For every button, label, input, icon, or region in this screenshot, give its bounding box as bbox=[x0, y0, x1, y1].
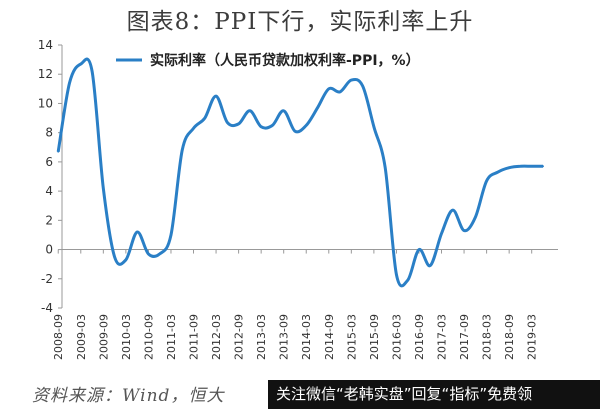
data-point bbox=[102, 187, 105, 190]
y-tick-label: 10 bbox=[38, 96, 53, 110]
data-point bbox=[384, 166, 387, 169]
x-tick-label: 2017-09 bbox=[458, 314, 471, 360]
data-point bbox=[124, 258, 127, 261]
data-point bbox=[530, 165, 533, 168]
x-tick-label: 2013-09 bbox=[278, 314, 291, 360]
x-tick-label: 2016-09 bbox=[413, 314, 426, 360]
data-point bbox=[192, 127, 195, 130]
y-tick-label: 4 bbox=[45, 184, 53, 198]
data-point bbox=[169, 233, 172, 236]
data-point bbox=[519, 165, 522, 168]
x-tick-label: 2010-09 bbox=[142, 314, 155, 360]
data-point bbox=[316, 106, 319, 109]
data-point bbox=[361, 84, 364, 87]
x-tick-label: 2018-09 bbox=[503, 314, 516, 360]
data-point bbox=[508, 166, 511, 169]
data-point bbox=[136, 231, 139, 234]
data-point bbox=[372, 125, 375, 128]
data-point bbox=[406, 279, 409, 282]
data-point bbox=[395, 273, 398, 276]
x-tick-label: 2011-03 bbox=[165, 314, 178, 360]
data-point bbox=[57, 150, 60, 153]
data-point bbox=[327, 87, 330, 90]
source-note: 资料来源：Wind，恒大 bbox=[32, 386, 225, 406]
data-point bbox=[237, 122, 240, 125]
x-tick-label: 2012-03 bbox=[210, 314, 223, 360]
data-point bbox=[91, 70, 94, 73]
watermark-banner: 关注微信“老韩实盘”回复“指标”免费领 bbox=[268, 380, 600, 409]
data-point bbox=[350, 79, 353, 82]
x-tick-label: 2015-03 bbox=[345, 314, 358, 360]
data-point bbox=[339, 90, 342, 93]
x-tick-label: 2017-03 bbox=[436, 314, 449, 360]
y-tick-label: 6 bbox=[45, 155, 53, 169]
chart-title: 图表8：PPI下行，实际利率上升 bbox=[126, 9, 474, 35]
x-tick-label: 2016-03 bbox=[390, 314, 403, 360]
data-point bbox=[215, 95, 218, 98]
series-layer bbox=[56, 57, 544, 288]
x-tick-label: 2009-03 bbox=[75, 314, 88, 360]
x-tick-label: 2014-03 bbox=[300, 314, 313, 360]
y-tick-label: 12 bbox=[38, 67, 53, 81]
legend-label: 实际利率（人民币贷款加权利率-PPI，%） bbox=[150, 52, 420, 69]
x-tick-label: 2015-09 bbox=[368, 314, 381, 360]
x-axis: 2008-09 2009-03 2009-09 2010-03 2010-09 2011-… bbox=[52, 249, 558, 360]
x-tick-label: 2012-09 bbox=[233, 314, 246, 360]
x-tick-label: 2008-09 bbox=[52, 314, 65, 360]
data-point bbox=[68, 81, 71, 84]
x-tick-label: 2019-03 bbox=[526, 314, 539, 360]
y-tick-label: 14 bbox=[38, 38, 53, 52]
y-tick-label: 2 bbox=[45, 213, 53, 227]
data-point bbox=[440, 232, 443, 235]
data-point bbox=[293, 130, 296, 133]
x-tick-label: 2009-09 bbox=[97, 314, 110, 360]
y-tick-label: 8 bbox=[45, 126, 53, 140]
y-tick-label: 0 bbox=[45, 243, 53, 257]
data-point bbox=[305, 124, 308, 127]
data-point bbox=[181, 149, 184, 152]
y-tick-label: -2 bbox=[41, 272, 53, 286]
data-point bbox=[463, 229, 466, 232]
x-tick-label: 2010-03 bbox=[120, 314, 133, 360]
y-tick-label: -4 bbox=[41, 301, 53, 315]
data-point bbox=[271, 124, 274, 127]
data-point bbox=[158, 252, 161, 255]
data-point bbox=[248, 109, 251, 112]
data-point bbox=[541, 165, 544, 168]
x-tick-label: 2018-03 bbox=[481, 314, 494, 360]
x-tick-label: 2013-03 bbox=[255, 314, 268, 360]
x-tick-label: 2014-09 bbox=[323, 314, 336, 360]
x-tick-label: 2011-09 bbox=[188, 314, 201, 360]
data-point bbox=[451, 209, 454, 212]
data-point bbox=[147, 252, 150, 255]
legend: 实际利率（人民币贷款加权利率-PPI，%） bbox=[116, 52, 420, 69]
data-point bbox=[113, 255, 116, 258]
data-point bbox=[474, 216, 477, 219]
y-axis: 14 12 10 8 6 4 2 0 -2 -4 bbox=[38, 38, 63, 315]
data-point bbox=[496, 171, 499, 174]
data-point bbox=[226, 121, 229, 124]
data-point bbox=[79, 62, 82, 65]
series-line-real-rate bbox=[56, 57, 543, 288]
data-point bbox=[203, 117, 206, 120]
data-point bbox=[417, 248, 420, 251]
data-point bbox=[429, 264, 432, 267]
data-point bbox=[260, 125, 263, 128]
data-point bbox=[485, 179, 488, 182]
data-point bbox=[282, 109, 285, 112]
